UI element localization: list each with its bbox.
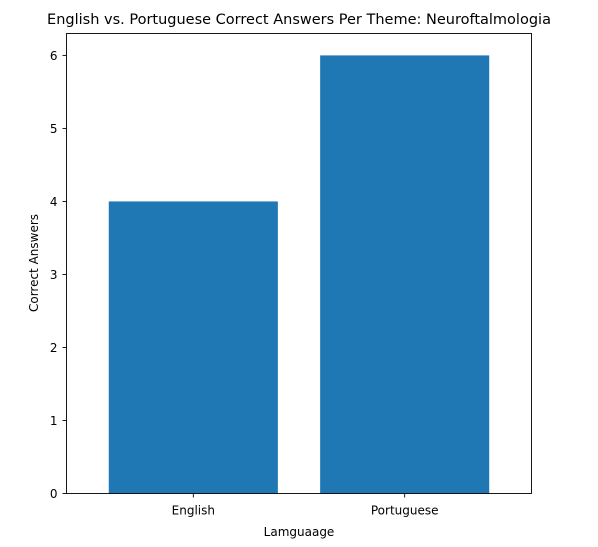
chart-title: English vs. Portuguese Correct Answers P… [47,12,551,28]
bars-layer [108,55,490,494]
x-tick-label: English [172,504,215,518]
plot-frame [66,33,532,494]
y-tick-label: 1 [50,414,58,428]
x-tick-label: Portuguese [371,504,439,518]
x-axis-label: Lamguaage [264,525,335,539]
y-tick-label: 3 [50,268,58,282]
y-tick-label: 2 [50,341,58,355]
y-axis-ticks: 0 1 2 3 4 5 6 [50,49,67,501]
bar-english [108,201,278,494]
y-axis-label: Correct Answers [27,214,41,312]
y-tick-label: 6 [50,49,58,63]
y-tick-label: 5 [50,122,58,136]
y-tick-label: 4 [50,195,58,209]
bar-portuguese [320,55,490,494]
x-axis-ticks: English Portuguese [172,493,439,518]
y-tick-label: 0 [50,487,58,501]
